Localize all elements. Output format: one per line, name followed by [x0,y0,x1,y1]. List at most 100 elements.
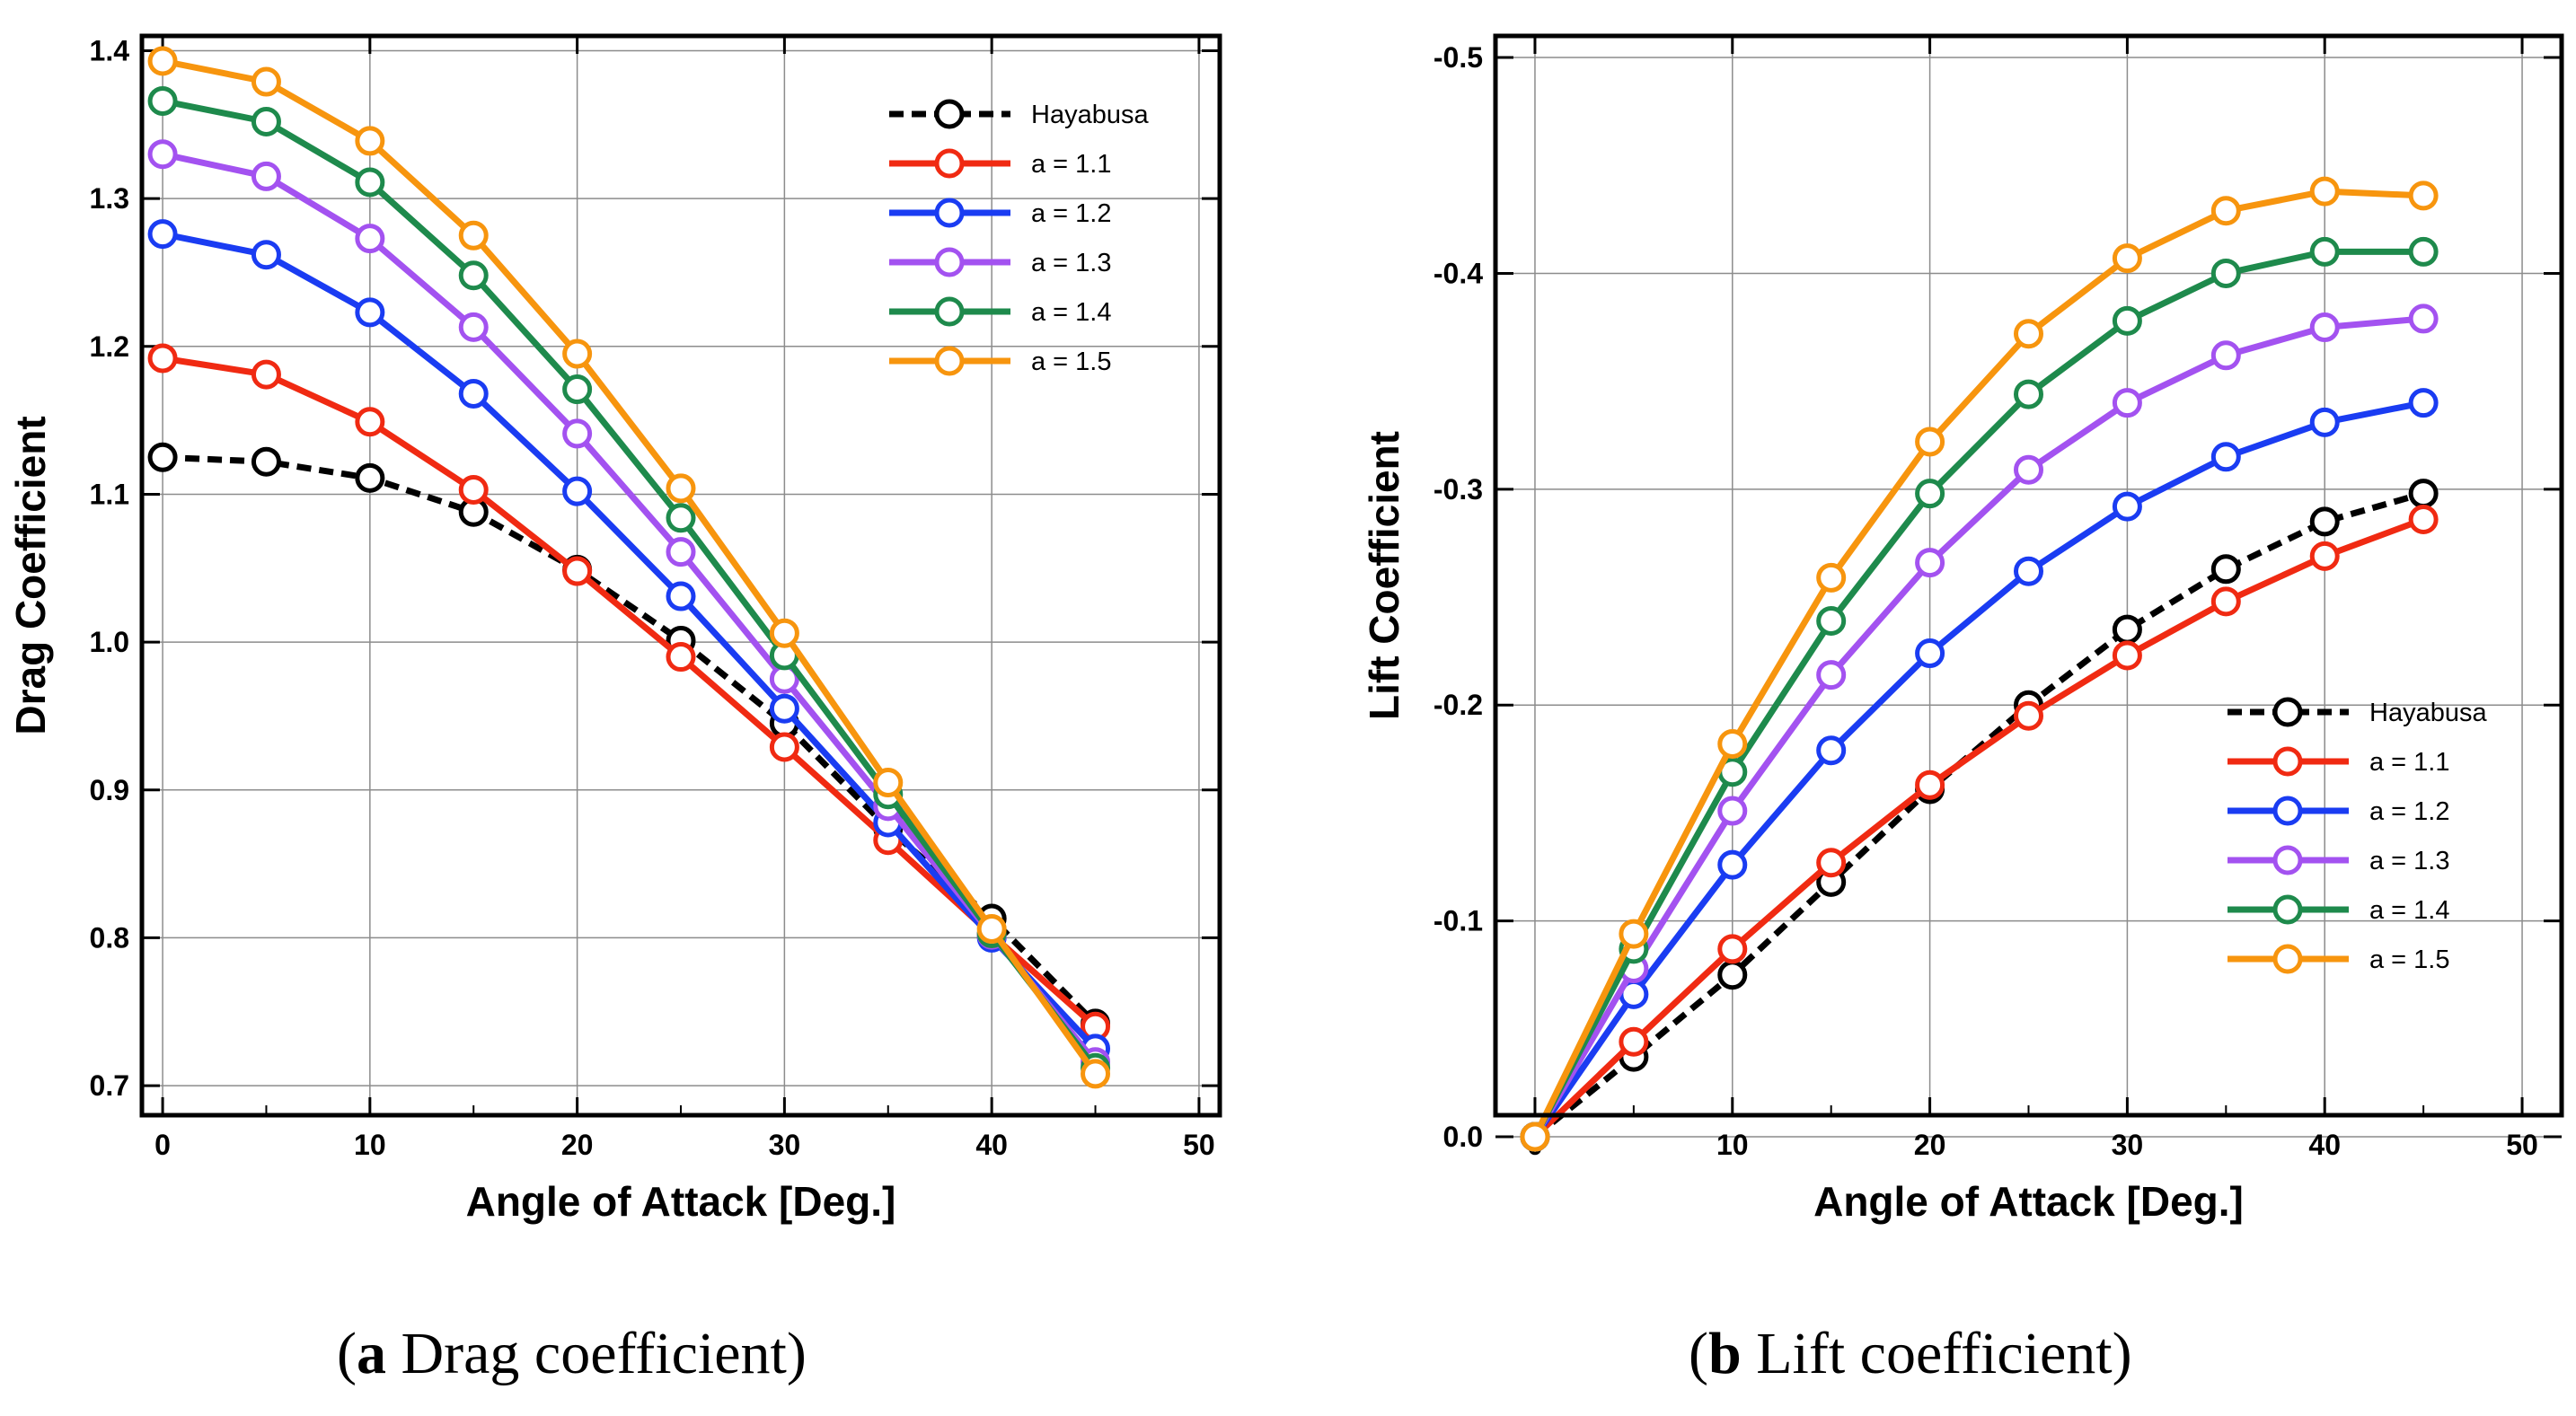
series-0-point [1717,960,1748,990]
legend-entry-2: a = 1.2 [2369,797,2450,826]
x-axis-title: Angle of Attack [Deg.] [466,1178,896,1225]
series-4-point [1915,479,1945,509]
series-1-point [2112,640,2142,671]
series-3-point [458,312,489,342]
series-2-point [1717,849,1748,880]
series-line-2 [162,231,1098,1051]
series-5-point [873,768,904,798]
series-5-point [1081,1059,1111,1089]
legend-marker-4 [934,296,965,327]
legend-marker-4 [2272,894,2303,925]
legend-marker-2 [934,198,965,228]
series-2-point [355,297,385,328]
series-group [1520,176,2439,1152]
series-3-point [251,161,281,191]
caption-a-label: a [356,1321,386,1386]
caption-b-text: Lift coefficient [1741,1321,2113,1386]
y-tick-label: 1.4 [90,34,130,66]
x-tick-label: 40 [975,1129,1008,1161]
y-tick-label: 1.3 [90,182,129,215]
plot-frame [139,33,1222,1118]
series-3-point [2309,312,2340,343]
series-5-point [769,618,799,648]
y-tick-label: -0.4 [1434,257,1483,289]
series-2-point [2014,556,2043,586]
x-tick-label: 20 [1914,1129,1946,1161]
y-axis-title: Lift Coefficient [1361,431,1407,720]
series-5-point [2408,180,2439,211]
legend-marker-1 [2272,746,2303,777]
y-tick-label: 1.1 [90,478,129,510]
legend-marker-3 [934,247,965,277]
legend-marker-3 [2272,845,2303,875]
series-4-point [2309,236,2340,267]
legend-entry-5: a = 1.5 [2369,945,2450,974]
legend-entry-3: a = 1.3 [1031,249,1112,277]
plot-frame [1493,33,2564,1118]
series-5-point [1717,729,1748,760]
legend-entry-3: a = 1.3 [2369,847,2450,875]
y-tick-label: -0.5 [1434,41,1483,74]
series-3-point [1717,796,1748,826]
series-line-4 [1531,248,2424,1139]
series-line-4 [162,97,1098,1070]
series-line-3 [162,151,1098,1064]
series-5-point [2014,319,2043,349]
y-tick-label: -0.3 [1434,473,1483,506]
x-tick-label: 50 [2506,1129,2538,1161]
series-3-point [1816,660,1847,690]
series-5-point [147,46,178,76]
series-3-point [2112,388,2142,418]
series-5-point [2309,176,2340,207]
x-axis-title: Angle of Attack [Deg.] [1813,1178,2244,1225]
y-axis-ticks: 0.0 -0.1 -0.2 -0.3 -0.4 -0.5 [1434,41,2562,1153]
series-2-point [147,219,178,250]
x-tick-label: 0 [154,1129,171,1161]
series-line-1 [162,355,1098,1029]
series-4-point [458,260,489,291]
y-tick-label: 0.8 [90,921,129,954]
x-tick-label: 10 [1716,1129,1749,1161]
series-line-5 [162,57,1098,1076]
series-3-point [2210,340,2241,371]
series-0-point [147,442,178,472]
series-5-point [2112,243,2142,274]
y-tick-label: 0.9 [90,774,129,806]
series-5-point [355,126,385,156]
series-line-1 [1532,516,2425,1139]
series-5-point [1915,427,1945,457]
series-4-point [2408,236,2439,267]
series-2-point [666,581,696,611]
series-5-point [976,914,1007,945]
series-5-point [666,473,696,504]
series-1-point [251,359,281,390]
gridlines [142,36,1220,1115]
series-4-point [2210,258,2241,288]
caption-b-label: b [1707,1321,1742,1386]
x-tick-label: 30 [769,1129,801,1161]
series-1-point [1915,770,1945,800]
series-1-point [769,732,799,762]
series-group [147,46,1111,1089]
series-4-point [2112,305,2142,336]
series-3-point [147,139,178,170]
series-2-point [2408,388,2439,418]
legend-entry-4: a = 1.4 [1031,298,1112,327]
drag-coefficient-chart: 0 10 20 30 40 50 0.7 0.8 0.9 1.0 1.1 1.2 1.3 1.4 Angle… [7,33,1222,1225]
series-line-3 [1531,315,2424,1139]
series-3-point [562,418,593,449]
caption-a-text: Drag coefficient [385,1321,787,1386]
series-3-point [2408,303,2439,334]
series-1-point [458,474,489,505]
series-1-point [355,407,385,437]
series-4-point [666,503,696,533]
legend-marker-1 [934,148,965,179]
legend-entry-0: Hayabusa [2369,699,2487,727]
series-0-point [355,462,385,493]
series-2-point [769,693,799,724]
series-1-point [2408,504,2439,534]
x-tick-label: 30 [2112,1129,2144,1161]
series-4-point [355,167,385,198]
